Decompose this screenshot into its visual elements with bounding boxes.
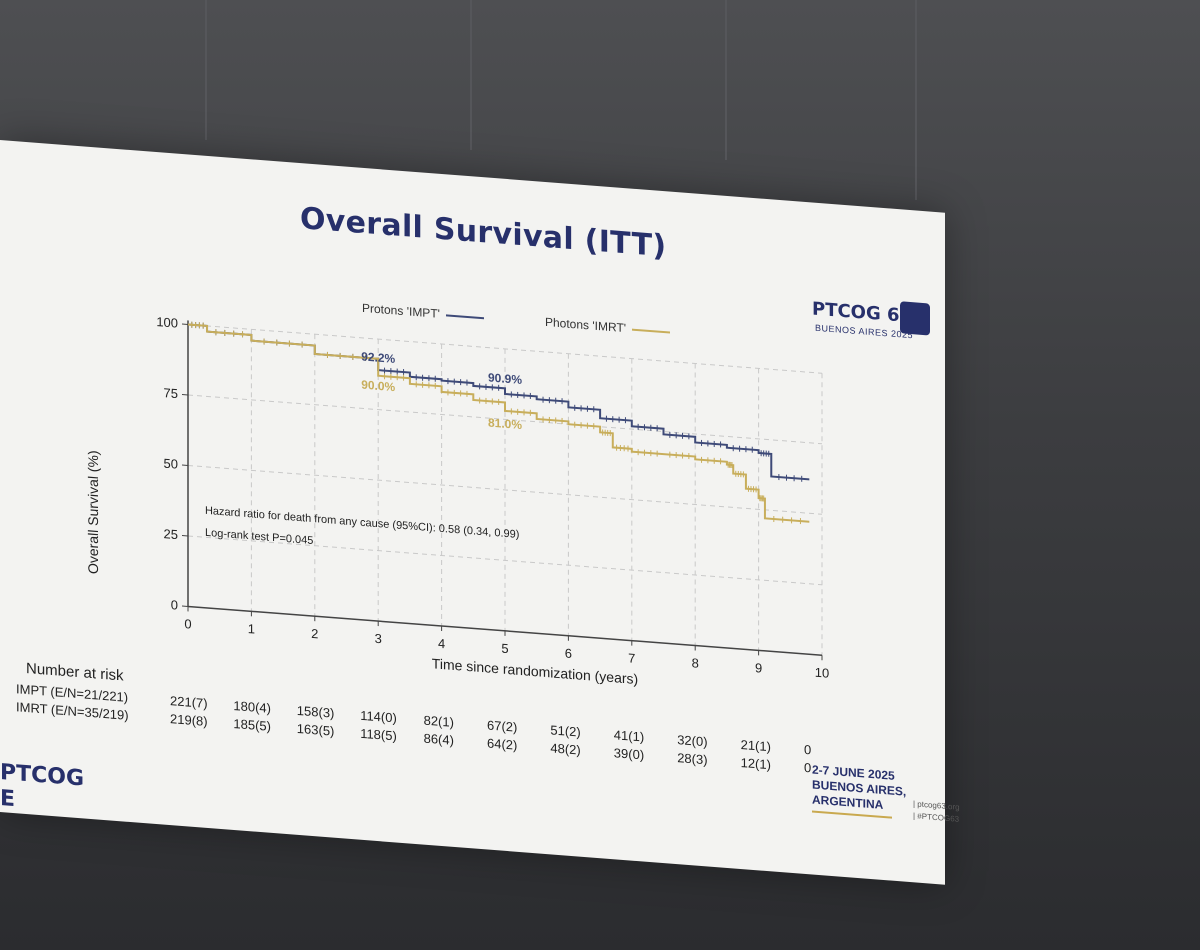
y-axis-label: Overall Survival (%) — [85, 450, 101, 575]
risk-cell: 41(1) — [613, 727, 645, 745]
footer-logo: PTCOG E — [0, 760, 84, 818]
x-tick-label: 7 — [628, 650, 635, 666]
y-tick-label: 0 — [171, 597, 178, 613]
risk-cell: 28(3) — [677, 750, 708, 768]
risk-cell: 48(2) — [550, 740, 581, 758]
slide-title: Overall Survival (ITT) — [300, 201, 667, 265]
y-tick-label: 25 — [164, 526, 178, 542]
risk-cell: 180(4) — [233, 697, 271, 716]
x-tick-label: 5 — [501, 641, 508, 657]
y-tick-label: 50 — [164, 456, 178, 472]
risk-cell: 86(4) — [423, 730, 454, 748]
grid-line-y — [188, 394, 822, 445]
x-axis-line — [188, 605, 822, 656]
event-links: | ptcog63.org | #PTCOG63 — [913, 798, 960, 826]
grid-line-y — [188, 535, 822, 586]
event-info: 2-7 JUNE 2025 BUENOS AIRES, ARGENTINA — [812, 762, 922, 820]
log-rank-text: Log-rank test P=0.045 — [205, 527, 313, 547]
risk-cell: 158(3) — [296, 702, 335, 721]
risk-cell: 82(1) — [423, 712, 454, 730]
event-hashtag: | #PTCOG63 — [913, 811, 960, 824]
y-tick-label: 75 — [164, 385, 178, 401]
survival-rate-label: 92.2% — [361, 349, 395, 366]
y-tick-label: 100 — [156, 314, 178, 331]
grid-line-y — [188, 464, 822, 515]
x-tick-label: 0 — [184, 616, 191, 632]
risk-cell: 32(0) — [677, 732, 708, 750]
chart-series — [188, 321, 810, 525]
risk-table-header: Number at risk — [26, 660, 124, 685]
projected-slide: Overall Survival (ITT) PTCOG 63 BUENOS A… — [0, 140, 960, 885]
risk-cell: 114(0) — [360, 707, 397, 726]
risk-cell: 21(1) — [740, 736, 771, 755]
legend-swatch-impt — [445, 314, 484, 320]
x-axis-label: Time since randomization (years) — [432, 655, 638, 687]
x-tick-label: 4 — [438, 636, 445, 652]
survival-rate-label: 81.0% — [488, 416, 522, 433]
x-tick-label: 9 — [755, 660, 762, 676]
survival-rate-label: 90.0% — [361, 378, 395, 395]
risk-cell: 51(2) — [550, 722, 581, 740]
risk-cell: 118(5) — [360, 725, 397, 744]
x-tick-label: 10 — [815, 665, 829, 681]
x-tick-label: 3 — [375, 631, 382, 647]
grid-line-y — [188, 323, 822, 374]
risk-cell: 221(7) — [170, 693, 208, 711]
survival-rate-label: 90.9% — [488, 370, 522, 387]
chart-annotations: 92.2% 90.0% 90.9% 81.0% — [361, 349, 522, 432]
risk-cell: 0 — [804, 741, 812, 758]
x-tick-label: 8 — [692, 655, 699, 671]
x-tick-label: 6 — [565, 645, 572, 661]
risk-cell: 185(5) — [233, 715, 271, 734]
x-tick-label: 2 — [311, 626, 318, 642]
risk-cell: 39(0) — [613, 745, 645, 763]
chart-grid — [187, 323, 823, 656]
x-tick-label: 1 — [248, 621, 255, 637]
risk-cell: 163(5) — [296, 720, 335, 739]
legend-swatch-imrt — [632, 328, 671, 334]
survival-curve-imrt — [188, 323, 810, 523]
risk-cell: 12(1) — [740, 754, 771, 773]
risk-cell: 67(2) — [487, 717, 518, 735]
risk-cell: 0 — [804, 759, 812, 776]
risk-cell: 219(8) — [170, 711, 208, 729]
risk-cell: 64(2) — [487, 735, 518, 753]
